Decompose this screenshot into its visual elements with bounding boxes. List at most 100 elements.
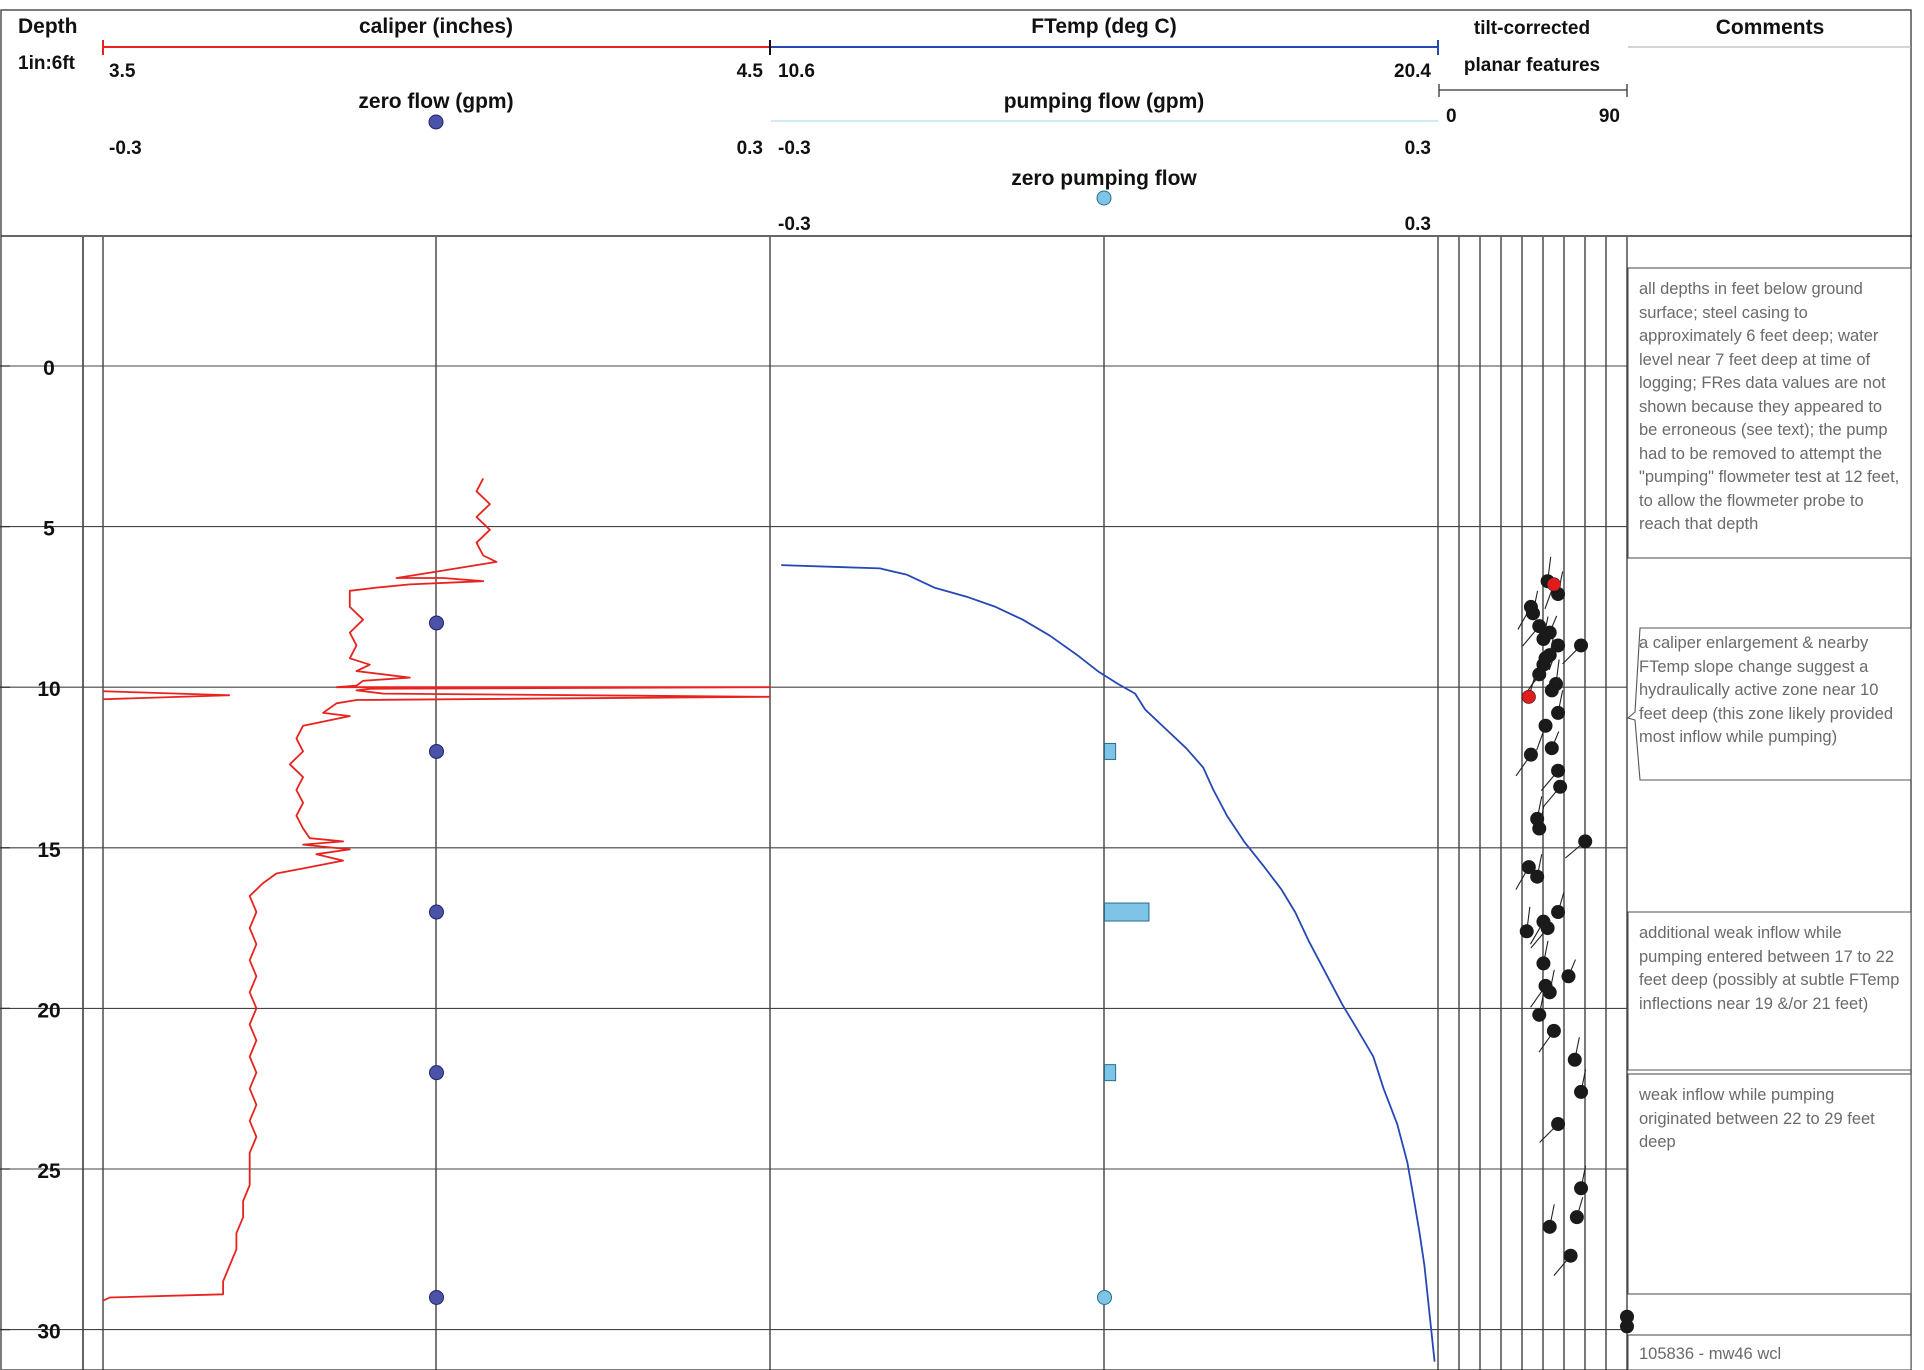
feature-dot (1553, 779, 1568, 794)
caliper-min: 3.5 (109, 61, 136, 82)
feature-dot (1532, 1007, 1547, 1022)
pumping-flow-bar (1104, 902, 1150, 922)
feature-dot-red (1547, 577, 1561, 591)
depth-scale: 1in:6ft (18, 53, 76, 74)
tilt-max: 90 (1599, 106, 1620, 127)
chart-frame (0, 9, 1912, 1370)
caliper-track-title: caliper (inches) (359, 15, 513, 38)
ftemp-track-title: FTemp (deg C) (1031, 15, 1176, 38)
pumping-flow-point (1097, 1289, 1112, 1305)
feature-dot (1542, 1219, 1557, 1234)
depth-tick-label: 25 (37, 1160, 61, 1183)
feature-dot (1551, 638, 1566, 653)
caliper-line (102, 477, 771, 1302)
tilt-min: 0 (1446, 106, 1457, 127)
feature-dot (1620, 1309, 1634, 1324)
depth-axis: 0 5 10 15 20 25 30 (0, 357, 61, 1344)
comment-1: all depths in feet below ground surface;… (1639, 280, 1900, 533)
feature-dot (1561, 969, 1576, 984)
feature-dot (1544, 683, 1559, 698)
feature-dot (1578, 834, 1593, 849)
feature-dot (1523, 747, 1538, 762)
feature-dot (1551, 705, 1566, 720)
pumping-flow-bar (1104, 742, 1117, 760)
zero-flow-point (429, 615, 444, 631)
ftemp-track (781, 564, 1436, 1362)
zero-flow-point (429, 1289, 444, 1305)
zero-flow-min: -0.3 (109, 138, 142, 159)
pumping-flow-max: 0.3 (1405, 138, 1431, 159)
feature-dot (1538, 718, 1553, 733)
planar-features-track (1515, 556, 1634, 1334)
comment-frames (1626, 267, 1912, 1370)
comment-2: a caliper enlargement & nearby FTemp slo… (1639, 634, 1894, 746)
feature-dot (1542, 985, 1557, 1000)
caliper-max: 4.5 (737, 61, 764, 82)
feature-dot (1567, 1052, 1582, 1067)
feature-dot (1532, 821, 1547, 836)
comment-4: weak inflow while pumping originated bet… (1639, 1086, 1875, 1151)
caliper-spike-line (102, 694, 230, 701)
feature-dot (1526, 606, 1540, 621)
zero-flow-point (429, 904, 444, 920)
feature-dot (1551, 905, 1566, 920)
zero-flow-point (429, 1065, 444, 1081)
tilt-track-title-line1: tilt-corrected (1474, 18, 1590, 39)
comment-box-frame-5 (1627, 1334, 1912, 1370)
zero-flow-max: 0.3 (737, 138, 763, 159)
pumping-flow-bar (1104, 1064, 1117, 1082)
feature-dot (1542, 625, 1557, 640)
comment-box-frame-1 (1627, 267, 1912, 559)
comment-3: additional weak inflow while pumping ent… (1639, 924, 1900, 1013)
feature-dot (1546, 1023, 1561, 1038)
depth-tick-label: 5 (43, 518, 55, 541)
zero-pumping-flow-max: 0.3 (1405, 214, 1431, 235)
feature-dot (1569, 1210, 1584, 1225)
ftemp-line (781, 564, 1436, 1362)
zero-pumping-flow-min: -0.3 (778, 214, 811, 235)
zero-flow-legend-marker (428, 114, 444, 130)
feature-dot (1574, 638, 1589, 653)
feature-dot (1563, 1248, 1578, 1263)
feature-dot (1574, 1181, 1589, 1196)
zero-flow-point (429, 743, 444, 759)
feature-dot (1551, 763, 1566, 778)
depth-tick-label: 20 (37, 999, 60, 1022)
grid-layer (0, 237, 1628, 1370)
feature-dot (1540, 921, 1555, 936)
depth-tick-label: 0 (43, 357, 55, 380)
tilt-track-title-line2: planar features (1464, 55, 1600, 76)
feature-dot (1551, 1117, 1566, 1132)
feature-dot (1542, 648, 1557, 663)
caliper-track (102, 477, 771, 1302)
zero-flow-track-title: zero flow (gpm) (358, 90, 513, 113)
flow-markers (429, 615, 1150, 1305)
comment-box-frame-4 (1627, 1073, 1912, 1295)
zero-pumping-flow-track-title: zero pumping flow (1011, 167, 1197, 190)
caliper-spike-line (102, 690, 230, 697)
feature-dot (1530, 869, 1545, 884)
comments-title: Comments (1716, 16, 1825, 39)
feature-dot (1532, 667, 1547, 682)
comment-box-frame-2 (1626, 627, 1912, 781)
pumping-flow-min: -0.3 (778, 138, 811, 159)
depth-tick-label: 10 (37, 678, 60, 701)
feature-dot-red (1522, 690, 1536, 704)
feature-dot (1620, 1319, 1634, 1334)
ftemp-max: 20.4 (1394, 61, 1431, 82)
feature-dot (1536, 956, 1551, 971)
feature-dot (1521, 860, 1536, 875)
feature-dot (1532, 619, 1547, 634)
depth-tick-label: 15 (37, 839, 61, 862)
comment-5: 105836 - mw46 wcl (1639, 1345, 1782, 1363)
comment-box-frame-3 (1627, 911, 1912, 1071)
depth-tick-label: 30 (37, 1321, 60, 1344)
feature-dot (1544, 741, 1559, 756)
pumping-flow-track-title: pumping flow (gpm) (1004, 90, 1205, 113)
feature-dot (1519, 924, 1534, 939)
feature-dot (1574, 1084, 1589, 1099)
zero-pumping-flow-legend-marker (1096, 190, 1112, 206)
ftemp-min: 10.6 (778, 61, 815, 82)
depth-title: Depth (18, 15, 78, 38)
